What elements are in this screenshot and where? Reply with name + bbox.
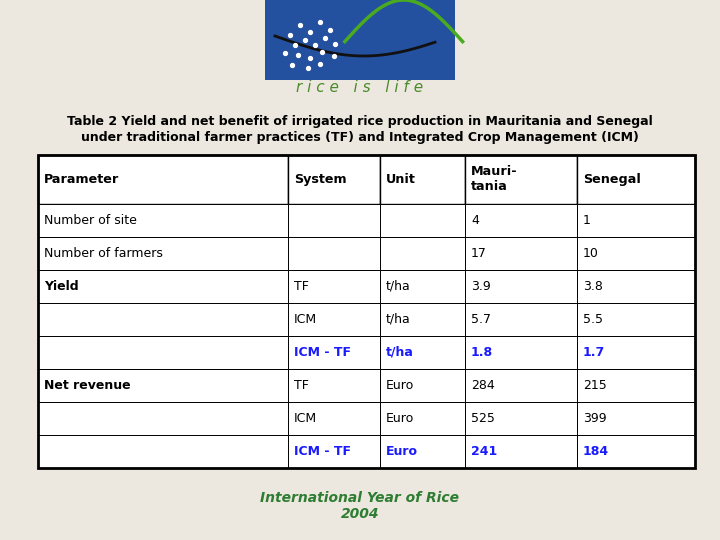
FancyBboxPatch shape [465,369,577,402]
FancyBboxPatch shape [288,369,379,402]
FancyBboxPatch shape [465,237,577,269]
FancyBboxPatch shape [577,369,695,402]
FancyBboxPatch shape [265,0,455,80]
FancyBboxPatch shape [379,204,465,237]
FancyBboxPatch shape [577,269,695,303]
Text: ICM: ICM [294,412,317,425]
Text: 4: 4 [471,213,479,227]
Text: 5.5: 5.5 [582,313,603,326]
Text: Euro: Euro [386,379,414,392]
Text: 3.9: 3.9 [471,280,491,293]
FancyBboxPatch shape [38,336,288,369]
Text: 5.7: 5.7 [471,313,491,326]
Text: Euro: Euro [386,445,418,458]
FancyBboxPatch shape [38,269,288,303]
FancyBboxPatch shape [288,269,379,303]
Text: 1.8: 1.8 [471,346,493,359]
Text: 184: 184 [582,445,609,458]
Text: 1: 1 [582,213,590,227]
FancyBboxPatch shape [379,336,465,369]
Text: TF: TF [294,379,309,392]
FancyBboxPatch shape [577,336,695,369]
Text: Number of farmers: Number of farmers [44,247,163,260]
Text: 284: 284 [471,379,495,392]
FancyBboxPatch shape [577,402,695,435]
Text: 3.8: 3.8 [582,280,603,293]
FancyBboxPatch shape [379,155,465,204]
Text: 399: 399 [582,412,606,425]
FancyBboxPatch shape [465,435,577,468]
Text: Parameter: Parameter [44,173,120,186]
Text: r i c e   i s   l i f e: r i c e i s l i f e [297,80,423,96]
Text: t/ha: t/ha [386,280,410,293]
Text: 17: 17 [471,247,487,260]
FancyBboxPatch shape [288,402,379,435]
Text: Table 2 Yield and net benefit of irrigated rice production in Mauritania and Sen: Table 2 Yield and net benefit of irrigat… [67,116,653,129]
Text: Mauri-
tania: Mauri- tania [471,165,518,193]
FancyBboxPatch shape [38,303,288,336]
FancyBboxPatch shape [577,303,695,336]
FancyBboxPatch shape [465,402,577,435]
FancyBboxPatch shape [379,402,465,435]
FancyBboxPatch shape [38,369,288,402]
FancyBboxPatch shape [465,336,577,369]
FancyBboxPatch shape [288,155,379,204]
Text: 10: 10 [582,247,598,260]
Text: ICM - TF: ICM - TF [294,445,351,458]
FancyBboxPatch shape [38,155,288,204]
FancyBboxPatch shape [577,237,695,269]
Text: Net revenue: Net revenue [44,379,130,392]
FancyBboxPatch shape [288,303,379,336]
Text: 2004: 2004 [341,507,379,521]
Text: Euro: Euro [386,412,414,425]
FancyBboxPatch shape [288,336,379,369]
FancyBboxPatch shape [465,204,577,237]
FancyBboxPatch shape [288,435,379,468]
Text: 1.7: 1.7 [582,346,605,359]
Text: TF: TF [294,280,309,293]
Text: t/ha: t/ha [386,346,413,359]
FancyBboxPatch shape [38,402,288,435]
FancyBboxPatch shape [465,155,577,204]
FancyBboxPatch shape [465,303,577,336]
Text: under traditional farmer practices (TF) and Integrated Crop Management (ICM): under traditional farmer practices (TF) … [81,132,639,145]
Text: International Year of Rice: International Year of Rice [261,491,459,505]
Text: System: System [294,173,346,186]
FancyBboxPatch shape [379,237,465,269]
FancyBboxPatch shape [38,435,288,468]
FancyBboxPatch shape [379,303,465,336]
FancyBboxPatch shape [379,269,465,303]
Text: 525: 525 [471,412,495,425]
FancyBboxPatch shape [38,237,288,269]
FancyBboxPatch shape [465,269,577,303]
FancyBboxPatch shape [38,204,288,237]
FancyBboxPatch shape [577,204,695,237]
Text: t/ha: t/ha [386,313,410,326]
FancyBboxPatch shape [288,237,379,269]
FancyBboxPatch shape [577,435,695,468]
Text: ICM: ICM [294,313,317,326]
Text: Yield: Yield [44,280,78,293]
FancyBboxPatch shape [379,369,465,402]
FancyBboxPatch shape [577,155,695,204]
Text: 241: 241 [471,445,498,458]
Text: Unit: Unit [386,173,415,186]
Text: Number of site: Number of site [44,213,137,227]
FancyBboxPatch shape [288,204,379,237]
Text: ICM - TF: ICM - TF [294,346,351,359]
Text: Senegal: Senegal [582,173,641,186]
Text: 215: 215 [582,379,606,392]
FancyBboxPatch shape [379,435,465,468]
